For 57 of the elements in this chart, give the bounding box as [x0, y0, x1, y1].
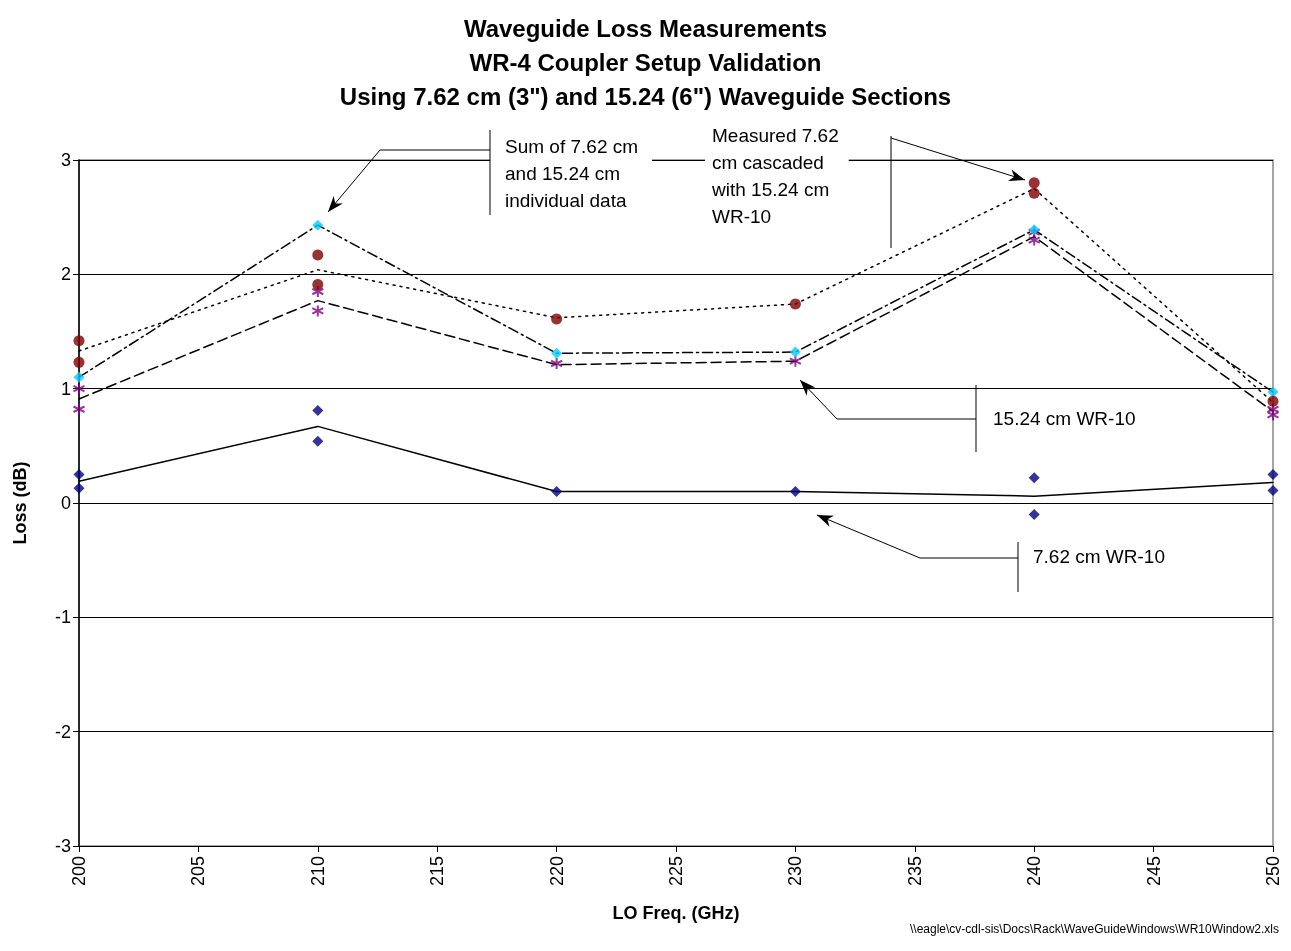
x-tick-label: 230: [785, 856, 806, 887]
chart-title: Waveguide Loss Measurements WR-4 Coupler Setup Validation Using 7.62 cm (3") and 15.24 (6") Waveguide Sections: [339, 14, 952, 110]
point: [1267, 484, 1279, 496]
point: [1267, 395, 1279, 407]
annotation: Measured 7.62 cm cascaded with 15.24 cm WR-10: [711, 125, 839, 227]
point: [551, 313, 563, 325]
point: [1028, 187, 1040, 199]
point: [789, 346, 801, 358]
x-tick-label: 200: [69, 856, 89, 887]
y-tick-label: 2: [60, 264, 71, 285]
point: [311, 304, 325, 318]
point: [789, 298, 801, 310]
x-tick-label: 205: [188, 856, 209, 887]
point: [788, 354, 802, 368]
point: [551, 486, 563, 498]
point: [789, 486, 801, 498]
point: [73, 482, 85, 494]
point: [312, 404, 324, 416]
x-tick-label: 235: [904, 856, 925, 887]
point: [72, 382, 86, 396]
y-tick-label: 3: [60, 150, 71, 170]
x-axis-title: LO Freq. (GHz): [612, 903, 740, 923]
x-tick-label: 220: [546, 856, 567, 887]
point: [312, 249, 324, 261]
x-tick-label: 215: [427, 856, 448, 887]
x-tick-label: 245: [1143, 856, 1164, 887]
point: [73, 371, 85, 383]
point: [312, 219, 324, 231]
point: [312, 279, 324, 291]
y-tick-label: 1: [60, 378, 71, 399]
point: [72, 402, 86, 416]
point: [1027, 233, 1041, 247]
y-tick-label: -2: [54, 721, 71, 742]
y-tick-label: -3: [54, 836, 71, 856]
point: [550, 357, 564, 371]
annotation: 15.24 cm WR-10: [993, 408, 1136, 429]
annotation: 7.62 cm WR-10: [1033, 546, 1165, 567]
point: [312, 435, 324, 447]
point: [1028, 472, 1040, 484]
x-tick-label: 250: [1263, 856, 1283, 887]
point: [1267, 386, 1279, 398]
y-tick-label: 0: [60, 493, 71, 513]
point: [1028, 508, 1040, 520]
point: [73, 356, 85, 368]
text: \\eagle\cv-cdl-sis\Docs\Rack\WaveGuideWindows\WR10Window2.xls: [910, 922, 1279, 936]
annotation: Sum of 7.62 cm and 15.24 cm individual data: [505, 136, 639, 211]
point: [73, 335, 85, 347]
point: [1266, 408, 1280, 422]
point: [73, 468, 85, 480]
x-tick-label: 225: [666, 856, 686, 887]
x-tick-label: 240: [1024, 856, 1045, 887]
y-axis-title: Loss (dB): [10, 461, 30, 545]
x-tick-label: 210: [307, 856, 328, 887]
point: [1267, 468, 1279, 480]
point: [1028, 177, 1040, 189]
point: [551, 347, 563, 359]
y-tick-label: -1: [54, 607, 71, 628]
